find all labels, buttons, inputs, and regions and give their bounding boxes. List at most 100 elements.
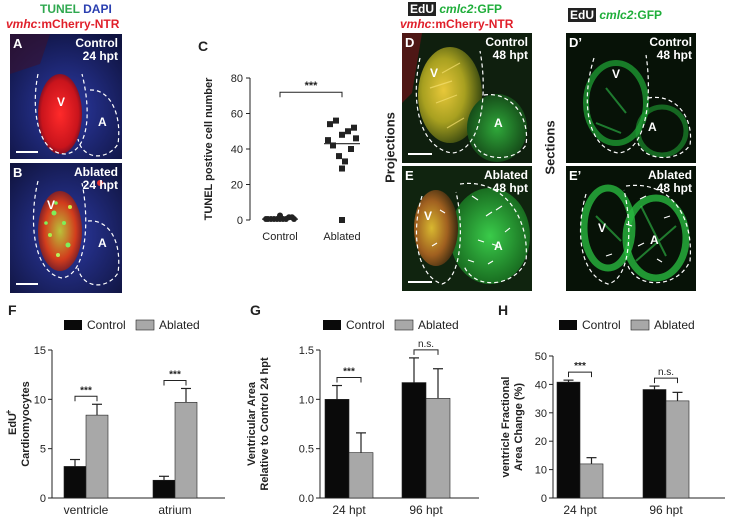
header-edu-right: EdU [568, 8, 596, 22]
panel-e-letter: E [405, 168, 414, 183]
header-cmlc2-right-rest: :GFP [633, 8, 663, 22]
panel-d-image: D Control 48 hpt V A [402, 33, 532, 163]
panel-a-time: 24 hpt [82, 49, 118, 63]
panel-eprime-graphic [566, 166, 696, 291]
panel-b-condition: Ablated [73, 165, 118, 179]
g-legend-control: Control [346, 318, 385, 332]
f-legend-swatch-control [64, 320, 82, 330]
h-sig-label: n.s. [658, 367, 674, 378]
header-vmhc-mid: vmhc:mCherry-NTR [400, 17, 513, 31]
panel-dprime-v-label: V [612, 67, 621, 81]
header-vmhc-mid-rest: :mCherry-NTR [431, 17, 514, 31]
f-y-label-1: EdU [7, 413, 19, 435]
c-y-tick-label: 0 [237, 215, 243, 227]
h-sig-bracket [568, 371, 592, 378]
panel-b-v-label: V [47, 198, 56, 212]
g-y-tick-label: 1.0 [299, 394, 314, 406]
h-x-tick-label: 96 hpt [649, 503, 683, 517]
f-x-tick-label: ventricle [64, 503, 109, 517]
c-sig-label: *** [305, 80, 319, 92]
panel-dprime-condition: Control [649, 35, 692, 49]
panel-a-v-label: V [57, 95, 66, 109]
f-y-tick-label: 0 [40, 493, 46, 505]
c-y-tick-label: 40 [231, 144, 243, 156]
chart-h: Control Ablated 0 10 20 30 40 50 ventricle Fract… [500, 318, 725, 517]
g-sig-label: *** [343, 367, 355, 378]
panel-g-letter: G [250, 302, 261, 318]
g-bar-ablated [348, 452, 374, 499]
panel-b-time: 24 hpt [82, 178, 118, 192]
f-bar-ablated [85, 414, 109, 499]
panel-eprime-a-label: A [650, 233, 659, 247]
f-bar-control [63, 466, 87, 499]
h-sig-bracket [654, 377, 678, 384]
f-y-tick-label: 15 [34, 345, 46, 357]
c-sig-bracket [279, 91, 343, 98]
chart-c: 0 20 40 60 80 TUNEL postive cell number Contro… [203, 73, 361, 243]
header-tunel: TUNEL [40, 2, 80, 16]
panel-dprime-a-label: A [648, 120, 657, 134]
c-x-tick-label: Ablated [323, 231, 360, 243]
panel-a-condition-block: Control 24 hpt [75, 37, 118, 63]
panel-e-v-label: V [424, 209, 433, 223]
c-point-ablated [339, 131, 345, 138]
c-point-ablated [325, 137, 331, 144]
h-y-tick-label: 0 [541, 493, 547, 505]
f-legend-ablated: Ablated [159, 318, 200, 332]
c-point-ablated [351, 124, 357, 131]
h-bar-control [642, 389, 667, 499]
h-legend-swatch-control [559, 320, 577, 330]
header-cmlc2-mid-gene: cmlc2 [439, 2, 474, 16]
panel-eprime-time: 48 hpt [656, 181, 692, 195]
g-legend-swatch-ablated [394, 319, 414, 331]
c-point-ablated [333, 117, 339, 124]
panel-eprime-condition: Ablated [647, 168, 692, 182]
h-legend-control: Control [582, 318, 621, 332]
panel-eprime-letter: E’ [569, 168, 582, 183]
f-x-tick-label: atrium [158, 503, 191, 517]
g-legend-swatch-control [323, 320, 341, 330]
g-sig-bracket [336, 377, 362, 383]
h-bar-ablated [579, 463, 604, 499]
h-y-label-2: Area Change (%) [513, 383, 525, 471]
g-y-tick-label: 1.5 [299, 345, 314, 357]
header-cmlc2-mid-rest: :GFP [473, 2, 503, 16]
g-sig-bracket [413, 349, 439, 355]
c-point-ablated [339, 217, 345, 223]
c-point-ablated [336, 153, 342, 160]
c-x-tick-label: Control [262, 231, 297, 243]
g-y-tick-label: 0.5 [299, 444, 314, 456]
panel-dprime-letter: D’ [569, 35, 582, 50]
panel-d-condition: Control [485, 35, 528, 49]
f-y-tick-label: 5 [40, 444, 46, 456]
panel-d-a-label: A [494, 116, 503, 130]
panel-b-letter: B [13, 165, 23, 180]
h-y-tick-label: 40 [535, 379, 547, 391]
g-y-label-1: Ventricular Area [246, 381, 258, 466]
g-bar-control [324, 399, 350, 499]
h-x-tick-label: 24 hpt [563, 503, 597, 517]
g-y-tick-label: 0.0 [299, 493, 314, 505]
c-point-ablated [330, 142, 336, 149]
f-y-label-2: Cardiomyocytes [20, 381, 32, 467]
header-tunel-dapi: TUNEL DAPI [40, 2, 112, 16]
c-point-ablated [353, 135, 359, 142]
h-y-tick-label: 30 [535, 408, 547, 420]
header-edu-cmlc2-right: EdU cmlc2:GFP [568, 8, 662, 22]
chart-f: Control Ablated 0 5 10 15 EdU+ Cardiomyocytes ve… [4, 318, 225, 517]
c-point-ablated [345, 128, 351, 135]
g-x-tick-label: 24 hpt [332, 503, 366, 517]
c-point-ablated [342, 158, 348, 165]
header-cmlc2-right-gene: cmlc2 [599, 8, 634, 22]
panel-dprime-condition-block: Control 48 hpt [649, 36, 692, 62]
header-edu-mid: EdU [408, 2, 436, 16]
h-y-tick-label: 10 [535, 465, 547, 477]
c-y-label: TUNEL postive cell number [203, 77, 215, 221]
f-sig-label: *** [169, 369, 181, 380]
panel-e-condition-block: Ablated 48 hpt [484, 169, 528, 195]
f-legend-swatch-ablated [135, 319, 155, 331]
panel-e-time: 48 hpt [492, 181, 528, 195]
header-vmhc-left: vmhc:mCherry-NTR [6, 17, 119, 31]
h-bar-control [556, 381, 581, 499]
label-sections: Sections [542, 120, 558, 175]
